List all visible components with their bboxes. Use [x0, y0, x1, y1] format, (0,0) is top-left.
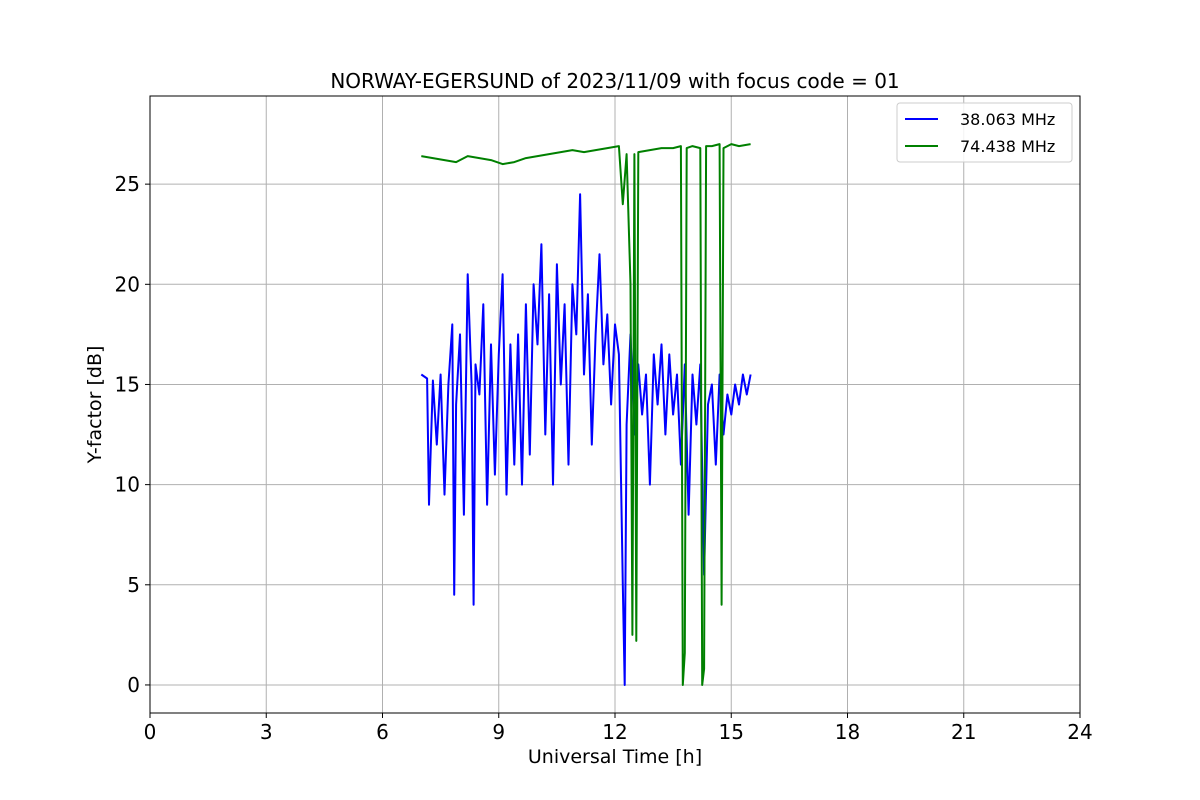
x-axis-label: Universal Time [h] — [528, 746, 702, 768]
series-line-0 — [420, 193, 752, 686]
x-tick-label: 15 — [719, 720, 744, 744]
x-tick-label: 18 — [835, 720, 860, 744]
x-tick-label: 12 — [602, 720, 627, 744]
legend-box — [896, 102, 1073, 163]
legend-label-1: 74.438 MHz — [960, 137, 1055, 156]
series-line-1 — [421, 143, 751, 686]
y-tick-label: 25 — [115, 172, 140, 196]
tick-layer: 0 3 6 9 12 15 18 21 24 0 5 10 15 20 25 — [115, 172, 1093, 744]
x-tick-label: 0 — [144, 720, 157, 744]
y-tick-label: 0 — [127, 673, 140, 697]
y-tick-label: 20 — [115, 272, 140, 296]
x-tick-label: 6 — [376, 720, 389, 744]
grid-layer — [149, 96, 1081, 713]
x-tick-label: 3 — [260, 720, 273, 744]
series-layer — [420, 143, 752, 686]
x-tick-label: 24 — [1067, 720, 1092, 744]
y-axis-label: Y-factor [dB] — [84, 346, 106, 465]
legend: 38.063 MHz 74.438 MHz — [896, 102, 1073, 163]
x-tick-label: 21 — [951, 720, 976, 744]
y-tick-label: 10 — [115, 473, 140, 497]
x-tick-label: 9 — [492, 720, 505, 744]
y-tick-label: 15 — [115, 372, 140, 396]
legend-label-0: 38.063 MHz — [960, 110, 1055, 129]
y-tick-label: 5 — [127, 573, 140, 597]
chart-title: NORWAY-EGERSUND of 2023/11/09 with focus… — [330, 69, 899, 93]
